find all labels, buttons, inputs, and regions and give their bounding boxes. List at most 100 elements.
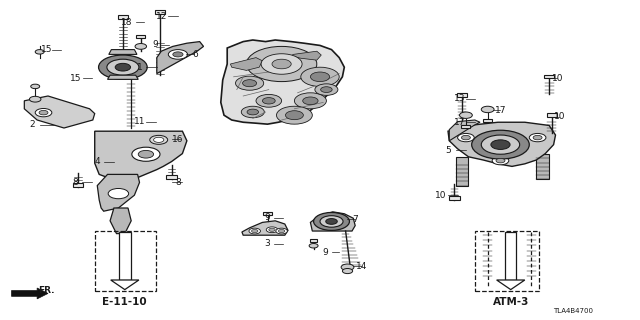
- Polygon shape: [242, 221, 288, 235]
- Bar: [95, 231, 156, 291]
- Text: 12: 12: [156, 12, 168, 20]
- Text: 4: 4: [95, 157, 100, 166]
- Circle shape: [533, 135, 542, 140]
- Bar: [544, 75, 554, 78]
- Circle shape: [285, 111, 303, 120]
- Text: 10: 10: [554, 112, 566, 121]
- Circle shape: [460, 112, 472, 118]
- Text: 18: 18: [121, 18, 132, 27]
- Circle shape: [472, 130, 529, 159]
- Circle shape: [31, 84, 40, 89]
- Bar: [536, 154, 549, 179]
- Circle shape: [35, 108, 52, 117]
- Polygon shape: [497, 280, 525, 290]
- Polygon shape: [109, 50, 137, 54]
- Circle shape: [252, 229, 258, 233]
- Text: E-11-10: E-11-10: [102, 297, 147, 308]
- Bar: [136, 35, 145, 38]
- Bar: [475, 231, 539, 291]
- Polygon shape: [449, 120, 480, 141]
- Bar: [155, 10, 165, 14]
- Circle shape: [99, 55, 147, 79]
- Text: FR.: FR.: [38, 286, 54, 295]
- Bar: [457, 93, 467, 97]
- Text: 1: 1: [137, 63, 142, 72]
- Circle shape: [35, 50, 44, 54]
- Circle shape: [247, 109, 259, 115]
- Bar: [118, 15, 128, 19]
- Bar: [547, 113, 557, 117]
- Bar: [310, 239, 317, 242]
- Circle shape: [132, 147, 160, 161]
- Circle shape: [135, 44, 147, 49]
- Bar: [483, 119, 492, 122]
- Text: ATM-3: ATM-3: [493, 297, 529, 308]
- Circle shape: [309, 244, 318, 248]
- Circle shape: [294, 93, 326, 109]
- Circle shape: [315, 84, 338, 95]
- Circle shape: [320, 216, 343, 227]
- Circle shape: [138, 150, 154, 158]
- Circle shape: [249, 228, 260, 234]
- Polygon shape: [230, 58, 262, 70]
- Polygon shape: [157, 42, 204, 74]
- Circle shape: [276, 228, 287, 234]
- Circle shape: [481, 106, 494, 113]
- Circle shape: [266, 227, 278, 233]
- Text: TLA4B4700: TLA4B4700: [553, 308, 593, 314]
- Polygon shape: [291, 51, 321, 60]
- Polygon shape: [111, 280, 139, 290]
- Circle shape: [154, 137, 164, 142]
- Bar: [264, 212, 272, 215]
- Circle shape: [262, 98, 275, 104]
- Polygon shape: [448, 122, 556, 166]
- Circle shape: [261, 54, 302, 74]
- Text: 7: 7: [353, 215, 358, 224]
- Circle shape: [107, 59, 139, 75]
- Text: 14: 14: [356, 262, 367, 271]
- Text: 10: 10: [552, 74, 564, 83]
- Polygon shape: [221, 40, 344, 124]
- Bar: [456, 157, 468, 186]
- Text: 15: 15: [70, 74, 81, 83]
- Text: 9: 9: [323, 248, 328, 257]
- Bar: [449, 196, 460, 200]
- Polygon shape: [310, 212, 355, 231]
- Text: 15: 15: [41, 45, 52, 54]
- Circle shape: [529, 133, 546, 142]
- Circle shape: [276, 106, 312, 124]
- Polygon shape: [110, 208, 131, 234]
- Circle shape: [256, 94, 282, 107]
- Text: 8: 8: [73, 178, 78, 187]
- Text: 9: 9: [152, 40, 157, 49]
- Circle shape: [496, 158, 505, 163]
- Circle shape: [321, 87, 332, 92]
- Polygon shape: [24, 96, 95, 128]
- Text: 13: 13: [454, 94, 465, 103]
- Circle shape: [236, 76, 264, 90]
- Circle shape: [29, 96, 41, 102]
- Bar: [166, 175, 177, 179]
- Circle shape: [492, 156, 509, 165]
- Text: 5: 5: [445, 146, 451, 155]
- Circle shape: [269, 228, 275, 231]
- Circle shape: [243, 80, 257, 87]
- Bar: [119, 232, 131, 280]
- Circle shape: [39, 110, 48, 115]
- Polygon shape: [95, 131, 187, 181]
- Circle shape: [314, 212, 349, 230]
- Polygon shape: [12, 288, 48, 299]
- Text: 17: 17: [495, 106, 506, 115]
- Text: 9: 9: [265, 213, 270, 222]
- Circle shape: [150, 135, 168, 144]
- Circle shape: [491, 140, 510, 149]
- Text: 3: 3: [265, 239, 270, 248]
- Text: 10: 10: [435, 191, 446, 200]
- Text: 11: 11: [134, 117, 145, 126]
- Circle shape: [173, 52, 183, 57]
- Circle shape: [278, 229, 285, 233]
- Circle shape: [481, 135, 520, 154]
- Circle shape: [458, 133, 474, 142]
- Circle shape: [342, 268, 353, 274]
- Polygon shape: [97, 174, 140, 211]
